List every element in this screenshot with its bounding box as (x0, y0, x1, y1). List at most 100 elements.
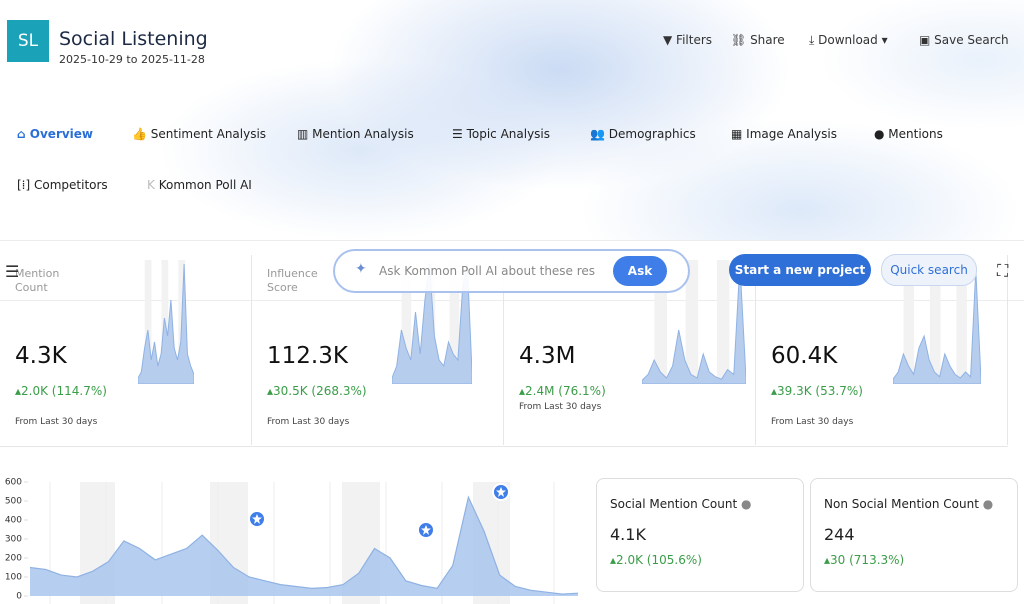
logo: SL (7, 20, 49, 62)
label: Sentiment Analysis (150, 127, 267, 141)
period: From Last 30 days (267, 417, 350, 427)
area (30, 497, 578, 596)
value: 4.3K (15, 343, 67, 369)
sparkline (893, 260, 981, 384)
summary-card: Social Mention Count ● 4.1K ▴2.0K (105.6… (596, 478, 804, 592)
change-text: 30.5K (268.3%) (273, 384, 367, 398)
change-text: 2.0K (105.6%) (616, 553, 702, 567)
y-tick-label: 300 (5, 535, 22, 545)
label: Mentions (888, 127, 943, 141)
label: Kommon Poll AI (158, 178, 252, 192)
y-tick-label: 600 (5, 478, 22, 488)
label: Influence Score (267, 267, 318, 294)
tab[interactable]: ☰ Topic Analysis (452, 127, 551, 141)
label: Social Mention Count ● (610, 497, 752, 511)
summary-card: Non Social Mention Count ● 244 ▴30 (713.… (810, 478, 1018, 592)
tab[interactable]: 👍 Sentiment Analysis (132, 127, 267, 141)
stat-card: Influence Score 112.3K ▴30.5K (268.3%) From… (252, 255, 504, 445)
label: Demographics (608, 127, 696, 141)
sparkle-icon: ✦ (355, 261, 367, 277)
tab[interactable]: ⌂ Overview (17, 127, 94, 141)
label: Save Search (934, 33, 1009, 47)
band (401, 260, 412, 384)
fullscreen-icon[interactable]: ⛶ (997, 261, 1009, 280)
band (449, 260, 460, 384)
event-star (252, 514, 262, 524)
ai-bar[interactable]: ✦ Ask Kommon Poll AI about these res Ask (333, 249, 690, 293)
stat-card: 4.3M ▴2.4M (76.1%) From Last 30 days (504, 255, 756, 445)
band (685, 260, 699, 384)
title: Social Listening (59, 28, 208, 50)
ask-button[interactable]: Ask (613, 256, 667, 286)
label-text: Non Social Mention Count (824, 497, 979, 511)
divider (0, 446, 1008, 447)
y-tick-label: 400 (5, 516, 22, 526)
period: From Last 30 days (519, 402, 602, 412)
download-button[interactable]: ⤓ Download ▾ (809, 33, 888, 47)
y-tick-label: 200 (5, 554, 22, 564)
sparkline-area (642, 263, 746, 384)
tab[interactable]: ▦ Image Analysis (731, 127, 837, 141)
change-text: 2.4M (76.1%) (525, 384, 606, 398)
value: 244 (824, 525, 855, 544)
change-text: 39.3K (53.7%) (777, 384, 863, 398)
period: From Last 30 days (771, 417, 854, 427)
tab[interactable]: 👥 Demographics (590, 127, 696, 141)
change-text: 30 (713.3%) (830, 553, 905, 567)
sparkline (642, 260, 746, 384)
value: 112.3K (267, 343, 348, 369)
tab[interactable]: [⁞] Competitors (17, 178, 108, 192)
change: ▴30.5K (268.3%) (267, 384, 367, 398)
background (0, 0, 1024, 240)
sparkline-area (138, 263, 194, 384)
stat-card: Mention Count 4.3K ▴2.0K (114.7%) From Last… (0, 255, 252, 445)
band (956, 260, 967, 384)
period: From Last 30 days (15, 417, 98, 427)
value: 60.4K (771, 343, 838, 369)
sparkline (138, 260, 194, 384)
area-line (29, 495, 579, 595)
sparkline-area (893, 269, 981, 384)
label: Overview (29, 127, 94, 141)
label-text: Social Mention Count (610, 497, 738, 511)
change: ▴2.4M (76.1%) (519, 384, 606, 398)
label: Image Analysis (746, 127, 837, 141)
date-range: 2025-10-29 to 2025-11-28 (59, 53, 205, 66)
menu-icon[interactable]: ☰ (5, 262, 20, 281)
value: 4.3M (519, 343, 576, 369)
placeholder: Ask Kommon Poll AI about these res (379, 264, 596, 278)
trend-chart: 0 100 200 300 400 500 600 (5, 478, 579, 604)
new-project-button[interactable]: Start a new project (729, 254, 871, 286)
label: Topic Analysis (466, 127, 551, 141)
label: Share (750, 33, 785, 47)
band (903, 260, 915, 384)
y-tick-label: 100 (5, 573, 22, 583)
save-search-button[interactable]: ▣ Save Search (919, 33, 1009, 47)
change: ▴39.3K (53.7%) (771, 384, 863, 398)
event-star (496, 487, 506, 497)
change: ▴30 (713.3%) (824, 553, 905, 567)
y-tick-label: 500 (5, 497, 22, 507)
share-button[interactable]: ⛓ Share (731, 33, 785, 47)
tab[interactable]: K Kommon Poll AI (147, 178, 252, 192)
band (929, 260, 941, 384)
band (716, 260, 730, 384)
tab[interactable]: ● Mentions (874, 127, 943, 141)
divider (0, 300, 1024, 301)
value: 4.1K (610, 525, 646, 544)
label: Mention Count (15, 267, 60, 294)
filters-button[interactable]: ▼ Filters (663, 33, 713, 47)
change: ▴2.0K (114.7%) (15, 384, 107, 398)
y-tick-label: 0 (16, 592, 22, 602)
quick-search-button[interactable]: Quick search (881, 254, 977, 286)
tab[interactable]: ▥ Mention Analysis (297, 127, 414, 141)
band (144, 260, 152, 384)
label: Non Social Mention Count ● (824, 497, 994, 511)
label: Filters (676, 33, 713, 47)
change-text: 2.0K (114.7%) (21, 384, 107, 398)
change: ▴2.0K (105.6%) (610, 553, 702, 567)
label: Download (818, 33, 878, 47)
label: Competitors (34, 178, 108, 192)
label: Mention Analysis (312, 127, 414, 141)
